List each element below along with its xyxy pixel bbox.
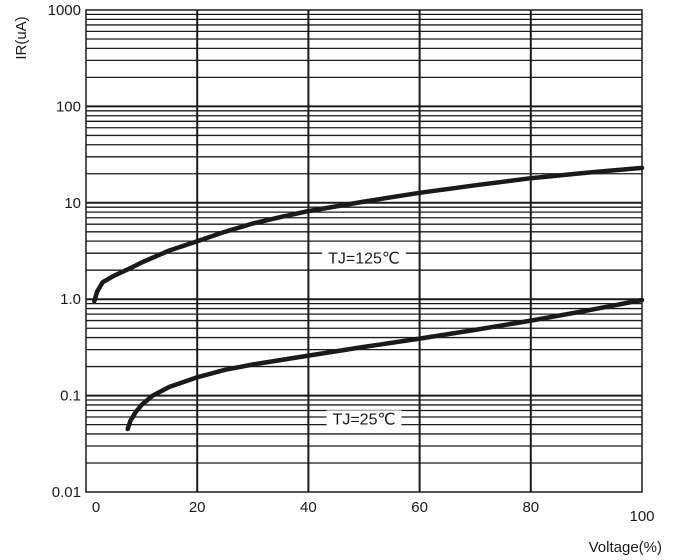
y-tick-label: 0.1 xyxy=(60,388,81,405)
x-tick-label: 80 xyxy=(522,499,539,516)
y-tick-label: 0.01 xyxy=(52,484,81,501)
y-tick-labels: 0.01 0.1 1.0 10 100 1000 xyxy=(48,2,81,501)
y-tick-label: 1000 xyxy=(48,2,81,19)
x-axis-label: Voltage(%) xyxy=(589,539,662,556)
series-label-1: TJ=125℃ xyxy=(328,251,400,268)
y-axis-label: IR(uA) xyxy=(13,16,30,59)
y-tick-label: 1.0 xyxy=(60,291,81,308)
x-tick-label: 0 xyxy=(92,499,100,516)
annotation-bg xyxy=(326,410,402,430)
x-tick-label: 20 xyxy=(189,499,206,516)
series-line-2 xyxy=(125,297,645,432)
x-tick-label: 100 xyxy=(629,508,654,525)
annotations: TJ=125℃ TJ=25℃ xyxy=(322,249,406,430)
x-tick-label: 60 xyxy=(411,499,428,516)
series-label-2: TJ=25℃ xyxy=(333,411,396,428)
x-tick-label: 40 xyxy=(300,499,317,516)
y-tick-label: 10 xyxy=(64,195,81,212)
series-group xyxy=(92,165,645,432)
y-tick-label: 100 xyxy=(56,98,81,115)
annotation-bg xyxy=(322,249,406,269)
plot-frame xyxy=(85,9,643,493)
x-tick-labels: 0 20 40 60 80 100 xyxy=(92,499,655,525)
series-line-1 xyxy=(92,165,645,304)
grid xyxy=(86,10,642,492)
